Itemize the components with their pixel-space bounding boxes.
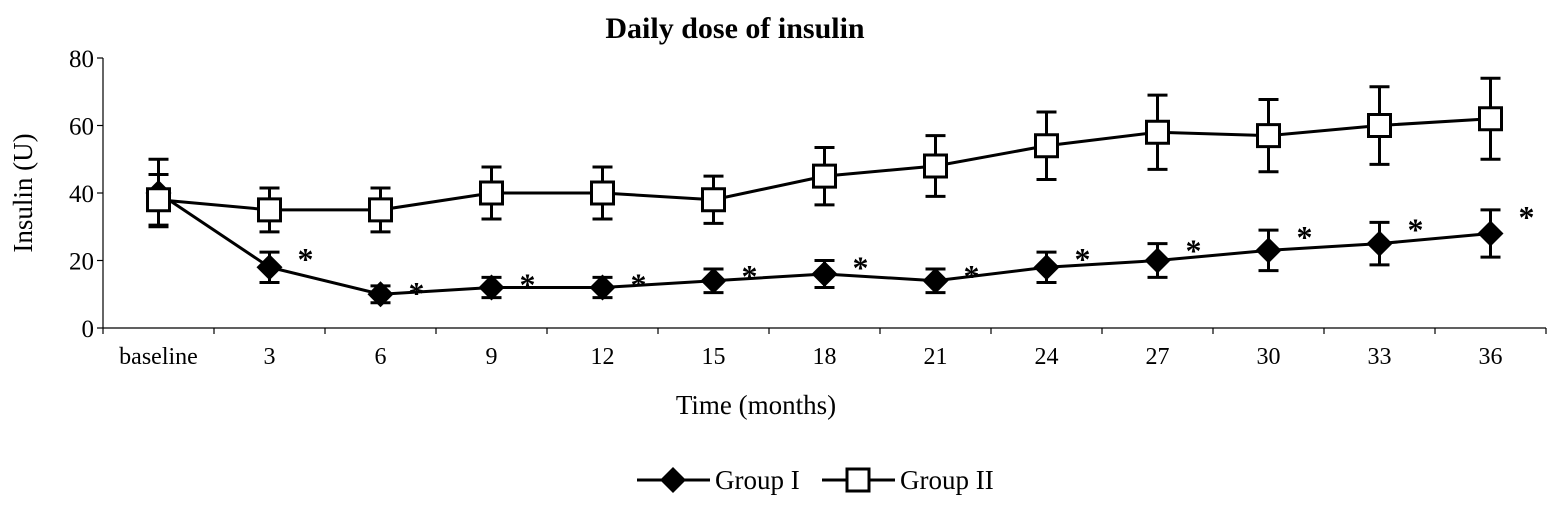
chart-title: Daily dose of insulin	[605, 12, 865, 45]
legend-item-group-ii: Group II	[822, 465, 994, 495]
y-tick-label: 20	[69, 249, 94, 276]
data-point-group-ii	[590, 180, 615, 206]
legend-marker-group-i	[660, 467, 686, 493]
data-point-group-ii	[701, 187, 726, 213]
y-tick-label: 60	[69, 114, 94, 141]
y-tick-label: 80	[69, 46, 94, 73]
x-tick-label: 12	[591, 344, 615, 370]
data-point-group-i	[1477, 220, 1504, 247]
x-tick-label: 33	[1368, 344, 1392, 370]
x-axis-label: Time (months)	[676, 390, 836, 420]
legend-label: Group II	[900, 465, 994, 495]
x-tick-label: 30	[1257, 344, 1281, 370]
significance-asterisk: *	[520, 266, 536, 302]
data-point-group-i	[478, 274, 505, 301]
y-axis-label: Insulin (U)	[8, 133, 38, 252]
legend-item-group-i: Group I	[637, 465, 800, 495]
data-point-group-ii	[812, 163, 837, 189]
data-point-group-ii	[479, 180, 504, 206]
data-point-group-i	[811, 261, 838, 287]
plot-marks: * * * * * * * * * * * *	[145, 76, 1535, 311]
data-point-group-ii	[146, 187, 171, 213]
x-tick-label: 21	[924, 344, 948, 370]
data-point-group-i	[1366, 230, 1393, 257]
data-point-group-ii	[1145, 119, 1170, 145]
data-point-group-i	[589, 274, 616, 301]
data-point-group-ii	[257, 197, 282, 223]
significance-asterisk: *	[1075, 241, 1091, 277]
significance-asterisk: *	[853, 250, 869, 286]
data-point-group-ii	[923, 153, 948, 179]
series-group-ii	[146, 76, 1503, 234]
series-group-i: * * * * * * * * * * * *	[145, 157, 1535, 311]
significance-asterisk: *	[964, 258, 980, 294]
legend: Group I Group II	[637, 465, 994, 495]
data-point-group-i	[1144, 247, 1171, 274]
significance-asterisk: *	[1297, 219, 1313, 255]
significance-asterisk: *	[1408, 211, 1424, 247]
data-point-group-ii	[1478, 106, 1503, 132]
x-tick-label: 24	[1035, 344, 1059, 370]
x-tick-label: 3	[264, 344, 276, 370]
data-point-group-ii	[368, 197, 393, 223]
x-tick-label: 18	[813, 344, 837, 370]
significance-asterisk: *	[409, 275, 425, 311]
significance-asterisk: *	[298, 241, 314, 277]
data-point-group-i	[700, 267, 727, 294]
legend-marker-group-ii	[845, 467, 871, 493]
x-tick-label: 27	[1146, 344, 1170, 370]
legend-label: Group I	[715, 465, 800, 495]
x-tick-label: 15	[702, 344, 726, 370]
data-point-group-i	[922, 267, 949, 294]
data-point-group-ii	[1034, 133, 1059, 159]
data-point-group-ii	[1256, 123, 1281, 149]
significance-asterisk: *	[1519, 199, 1535, 235]
data-point-group-i	[1033, 254, 1060, 281]
x-tick-label: baseline	[119, 344, 198, 370]
significance-asterisk: *	[1186, 233, 1202, 269]
data-point-group-i	[1255, 237, 1282, 264]
data-point-group-i	[256, 254, 283, 281]
data-point-group-ii	[1367, 113, 1392, 138]
x-tick-label: 6	[375, 344, 387, 370]
y-tick-label: 0	[82, 316, 95, 343]
x-tick-label: 9	[486, 344, 498, 370]
significance-asterisk: *	[742, 258, 758, 294]
significance-asterisk: *	[631, 266, 647, 302]
y-tick-label: 40	[69, 181, 94, 208]
x-tick-label: 36	[1479, 344, 1503, 370]
data-point-group-i	[367, 281, 394, 308]
